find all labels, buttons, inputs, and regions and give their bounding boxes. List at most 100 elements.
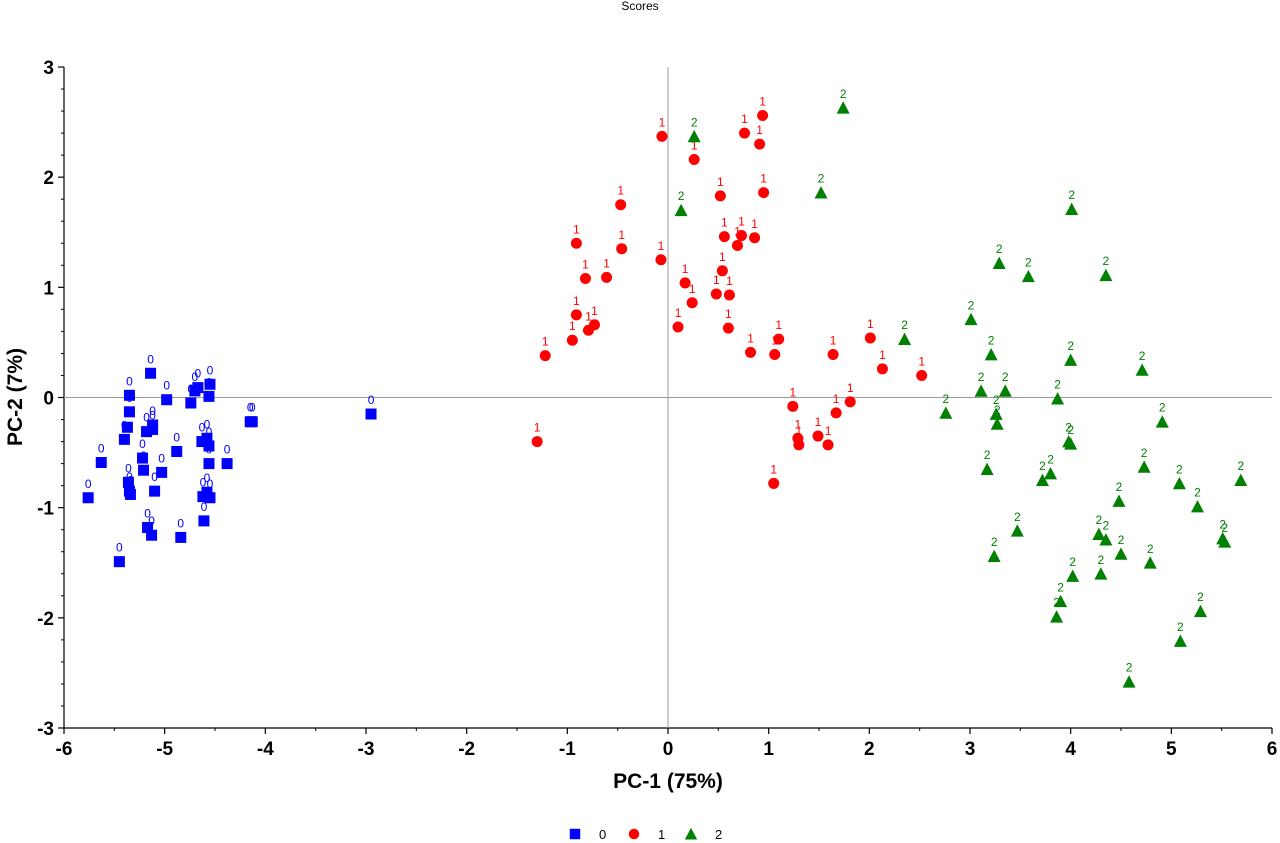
point-label: 2 [991, 535, 998, 549]
x-tick-label: 2 [864, 739, 875, 760]
point-label: 0 [98, 441, 105, 455]
point-label: 0 [204, 417, 211, 431]
point-label: 0 [199, 421, 206, 435]
legend-marker [569, 828, 581, 840]
x-tick-label: -3 [358, 739, 375, 760]
data-point [1021, 269, 1035, 283]
data-point [723, 289, 735, 301]
point-label: 1 [721, 216, 728, 230]
data-point [204, 378, 216, 390]
data-point [531, 436, 543, 448]
data-point [1066, 569, 1080, 582]
x-tick-label: 3 [965, 739, 976, 760]
data-point [710, 288, 722, 300]
x-tick-label: 1 [763, 739, 774, 760]
data-point [769, 349, 781, 361]
point-label: 1 [682, 262, 689, 276]
data-point [123, 389, 135, 401]
y-tick-label: -3 [37, 719, 54, 740]
data-point [1137, 460, 1151, 473]
zero-lines [64, 67, 1272, 728]
x-axis: -6 -5 -4 -3 -2 -1 0 1 2 3 4 5 6 [56, 728, 1277, 760]
point-label: 2 [996, 242, 1003, 256]
data-point [146, 529, 158, 541]
point-label: 2 [1147, 542, 1154, 556]
data-point [768, 477, 780, 489]
data-point [1114, 547, 1128, 560]
point-label: 1 [569, 319, 576, 333]
data-point [980, 462, 994, 475]
point-label: 2 [1221, 521, 1228, 535]
data-point [1099, 533, 1113, 546]
data-point [656, 130, 668, 142]
x-tick-label: 4 [1065, 739, 1076, 760]
data-point [964, 312, 978, 326]
data-point [992, 256, 1006, 269]
data-point [974, 384, 988, 397]
point-label: 1 [691, 139, 698, 153]
point-label: 1 [747, 331, 754, 345]
point-label: 2 [1219, 518, 1226, 532]
point-label: 2 [1067, 423, 1074, 437]
point-label: 0 [177, 516, 184, 530]
point-label: 1 [689, 282, 696, 296]
series-0: 0000000000000000000000000000000000000000 [82, 352, 377, 568]
data-point [836, 101, 850, 114]
data-point [203, 440, 215, 452]
data-point [1010, 524, 1024, 537]
data-point [1172, 476, 1186, 490]
point-label: 2 [1069, 555, 1076, 569]
point-label: 2 [840, 87, 847, 101]
data-point [1054, 594, 1068, 608]
data-point [141, 426, 153, 438]
point-label: 1 [775, 318, 782, 332]
point-label: 1 [542, 335, 549, 349]
data-point [539, 350, 551, 362]
point-label: 0 [192, 370, 199, 384]
data-point [204, 492, 216, 504]
data-point [876, 363, 888, 375]
data-point [1112, 494, 1126, 507]
data-point [123, 406, 135, 418]
point-label: 1 [659, 115, 666, 129]
point-label: 0 [163, 379, 170, 393]
point-label: 1 [713, 273, 720, 287]
point-label: 0 [127, 473, 134, 487]
data-point [687, 129, 701, 143]
point-label: 0 [224, 443, 231, 457]
data-point [984, 348, 998, 361]
data-point [830, 407, 842, 419]
point-label: 1 [573, 222, 580, 236]
point-label: 0 [143, 411, 150, 425]
x-tick-label: -5 [156, 739, 173, 760]
data-point [990, 417, 1004, 430]
point-label: 2 [1116, 480, 1123, 494]
point-label: 0 [151, 470, 158, 484]
point-label: 1 [795, 417, 802, 431]
point-label: 2 [968, 298, 975, 312]
point-label: 2 [1047, 453, 1054, 467]
point-label: 1 [796, 424, 803, 438]
x-tick-label: -6 [56, 739, 73, 760]
data-point [118, 433, 130, 445]
point-label: 0 [158, 451, 165, 465]
point-label: 2 [1194, 486, 1201, 500]
point-label: 2 [1054, 378, 1061, 392]
data-point [1122, 675, 1136, 688]
point-label: 1 [815, 415, 822, 429]
point-label: 1 [591, 304, 598, 318]
data-point [1234, 473, 1248, 486]
point-label: 1 [617, 184, 624, 198]
data-point [1143, 556, 1157, 569]
point-label: 1 [734, 224, 741, 238]
data-point [714, 190, 726, 202]
data-point [198, 515, 210, 527]
point-label: 1 [603, 256, 610, 270]
data-point [1092, 527, 1106, 540]
point-label: 2 [993, 393, 1000, 407]
data-point [773, 333, 785, 345]
point-label: 1 [658, 239, 665, 253]
x-tick-label: -4 [257, 739, 274, 760]
x-tick-label: -2 [458, 739, 475, 760]
